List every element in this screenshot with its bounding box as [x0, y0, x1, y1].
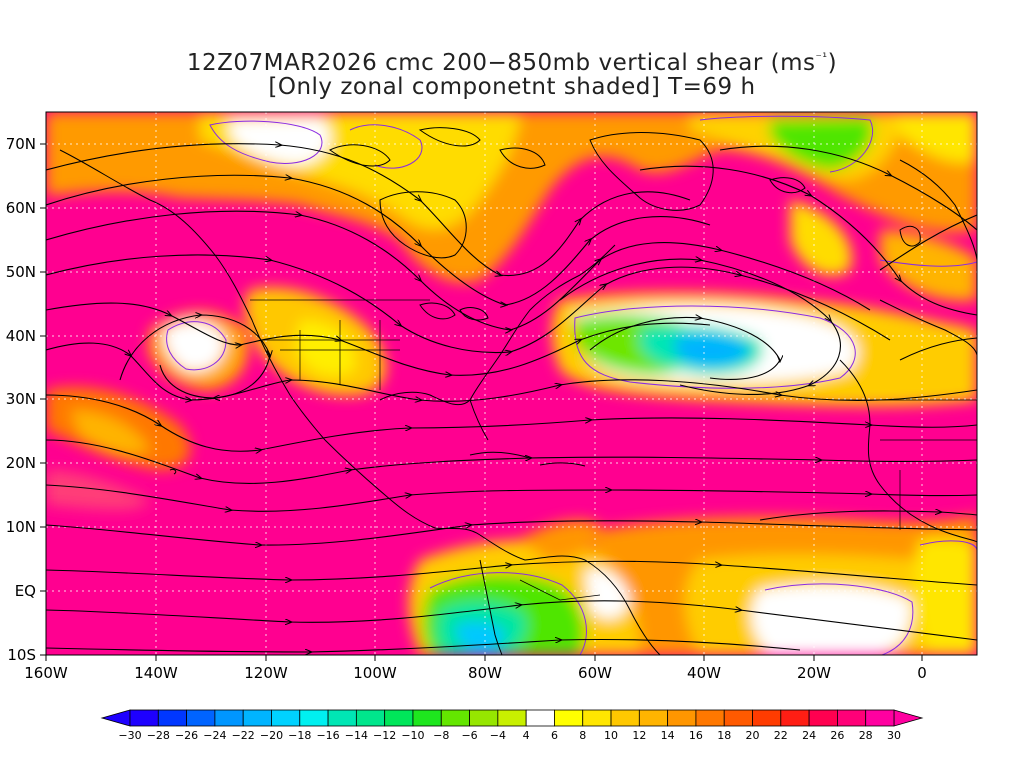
colorbar-arrow-left: [100, 709, 131, 727]
colorbar-swatch: [440, 709, 470, 727]
colorbar-label: −14: [345, 729, 368, 742]
colorbar-label: −8: [433, 729, 449, 742]
x-tick-0: 0: [917, 664, 927, 682]
colorbar-label: 12: [632, 729, 646, 742]
x-tick-60w: 60W: [578, 664, 612, 682]
y-tick-eq: EQ: [15, 582, 36, 600]
x-tick-160w: 160W: [24, 664, 68, 682]
colorbar-arrow-right: [893, 709, 924, 727]
colorbar-label: −18: [288, 729, 311, 742]
x-tick-140w: 140W: [134, 664, 178, 682]
x-tick-40w: 40W: [687, 664, 721, 682]
colorbar-swatch: [327, 709, 357, 727]
x-tick-80w: 80W: [468, 664, 502, 682]
colorbar-label: 22: [774, 729, 788, 742]
colorbar-label: 24: [802, 729, 816, 742]
colorbar-swatch: [667, 709, 697, 727]
colorbar-label: −20: [260, 729, 283, 742]
colorbar-label: −16: [316, 729, 339, 742]
y-tick-20n: 20N: [6, 454, 36, 472]
y-axis-labels: 10S EQ 10N 20N 30N 40N 50N 60N 70N: [6, 135, 36, 664]
colorbar-swatch: [808, 709, 838, 727]
colorbar-label: −26: [175, 729, 198, 742]
x-axis-labels: 160W 140W 120W 100W 80W 60W 40W 20W 0: [24, 664, 927, 682]
colorbar-swatch: [752, 709, 782, 727]
y-tick-70n: 70N: [6, 135, 36, 153]
y-tick-50n: 50N: [6, 263, 36, 281]
streamlines: [46, 144, 977, 652]
page-subtitle: [Only zonal componetnt shaded] T=69 h: [268, 74, 756, 100]
colorbar-swatch: [582, 709, 612, 727]
colorbar-swatch: [780, 709, 810, 727]
colorbar-label: 8: [579, 729, 586, 742]
colorbar-swatch: [865, 709, 895, 727]
colorbar-swatch: [214, 709, 244, 727]
y-tick-40n: 40N: [6, 327, 36, 345]
y-tick-10s: 10S: [7, 646, 36, 664]
colorbar-swatch: [554, 709, 584, 727]
colorbar-swatch: [695, 709, 725, 727]
colorbar-swatch: [610, 709, 640, 727]
colorbar-label: −24: [203, 729, 226, 742]
colorbar-swatch: [723, 709, 753, 727]
x-tick-120w: 120W: [244, 664, 288, 682]
colorbar-swatch: [525, 709, 555, 727]
y-tick-30n: 30N: [6, 390, 36, 408]
page-title: 12Z07MAR2026 cmc 200−850mb vertical shea…: [186, 50, 838, 76]
colorbar-label: 28: [859, 729, 873, 742]
colorbar-label: 6: [551, 729, 558, 742]
colorbar-label: −30: [118, 729, 141, 742]
colorbar-swatch: [837, 709, 867, 727]
colorbar-swatch: [412, 709, 442, 727]
colorbar-label: −10: [401, 729, 424, 742]
colorbar-label: −4: [490, 729, 506, 742]
colorbar-swatch: [157, 709, 188, 727]
colorbar-swatch: [384, 709, 414, 727]
colorbar-label: 18: [717, 729, 731, 742]
x-tick-20w: 20W: [797, 664, 831, 682]
colorbar-swatch: [638, 709, 669, 727]
colorbar-swatch: [129, 709, 159, 727]
colorbar-label: 16: [689, 729, 703, 742]
colorbar-swatch: [271, 709, 301, 727]
colorbar-label: −12: [373, 729, 396, 742]
colorbar-label: −6: [461, 729, 477, 742]
colorbar-label: 14: [661, 729, 675, 742]
colorbar-label: 4: [523, 729, 530, 742]
map-plot-area: [46, 112, 977, 655]
map-frame: [45, 111, 978, 656]
y-tick-60n: 60N: [6, 199, 36, 217]
colorbar-swatch: [355, 709, 386, 727]
colorbar-label: −28: [147, 729, 170, 742]
colorbar-swatch: [186, 709, 216, 727]
colorbar-label: −22: [232, 729, 255, 742]
y-tick-10n: 10N: [6, 518, 36, 536]
colorbar-label: 30: [887, 729, 901, 742]
colorbar-label: 26: [830, 729, 844, 742]
colorbar-label: 10: [604, 729, 618, 742]
colorbar-swatch: [242, 709, 272, 727]
colorbar: −30 −28 −26 −24 −22 −20 −18 −16 −14 −12 −10 −8 −6 −4 4…: [100, 709, 924, 742]
colorbar-swatch: [469, 709, 499, 727]
colorbar-label: 20: [746, 729, 760, 742]
colorbar-swatch: [299, 709, 329, 727]
colorbar-swatch: [497, 709, 527, 727]
axis-ticks: [40, 143, 923, 661]
x-tick-100w: 100W: [353, 664, 397, 682]
